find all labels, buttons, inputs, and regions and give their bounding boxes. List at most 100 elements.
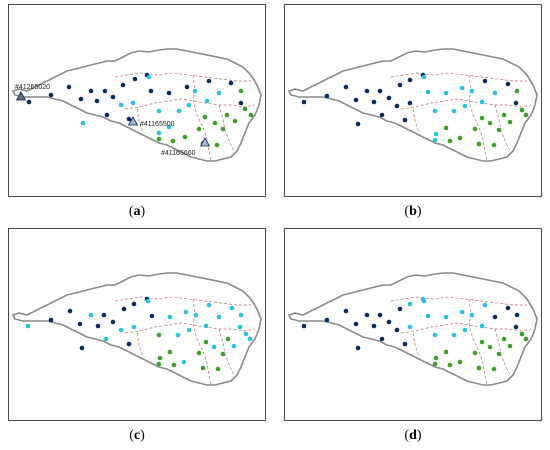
station-point-cluster-3 [457,135,463,141]
station-point-cluster-2 [479,323,485,329]
station-point-cluster-3 [491,142,497,148]
station-point-cluster-3 [157,355,163,361]
station-point-cluster-3 [501,112,507,118]
station-point-cluster-2 [186,327,192,333]
station-point-cluster-2 [216,90,222,96]
station-point-cluster-2 [432,332,438,338]
station-point-cluster-2 [88,312,94,318]
station-point-cluster-2 [183,309,189,315]
station-point-cluster-3 [156,361,162,367]
station-point-cluster-1 [402,341,408,347]
station-point-cluster-1 [379,336,385,342]
station-point-cluster-1 [377,312,383,318]
station-point-cluster-1 [126,341,132,347]
station-point-cluster-2 [462,327,468,333]
station-point-cluster-2 [175,332,181,338]
subbasin-boundary [136,108,144,134]
station-point-cluster-2 [443,90,449,96]
station-point-cluster-1 [364,312,370,318]
subbasin-boundary [114,72,251,82]
station-point-cluster-3 [457,359,463,365]
station-point-cluster-2 [433,131,439,137]
station-point-cluster-2 [443,314,449,320]
caption-a: (a) [128,204,146,219]
map-panel-a: #41265020 #41165500 #41165660 [8,4,266,197]
station-point-cluster-3 [220,351,226,357]
map-panel-d [284,228,542,421]
station-point-cluster-1 [48,317,54,323]
station-point-cluster-3 [519,331,525,337]
station-point-cluster-3 [200,365,206,371]
gauge-triangle-icon [199,137,211,147]
station-point-cluster-1 [166,90,172,96]
station-point-cluster-1 [301,99,307,105]
subbasin-boundary [124,98,256,110]
station-point-cluster-1 [206,78,212,84]
station-point-cluster-3 [182,134,188,140]
station-point-cluster-1 [126,116,132,122]
station-point-cluster-1 [386,95,392,101]
station-point-cluster-1 [343,84,349,90]
station-point-cluster-2 [204,98,210,104]
station-point-cluster-1 [324,317,330,323]
station-point-cluster-3 [156,136,162,142]
station-point-cluster-2 [425,89,431,95]
station-point-cluster-1 [110,94,116,100]
station-point-cluster-3 [220,126,226,132]
station-point-cluster-1 [149,313,155,319]
station-point-cluster-2 [479,99,485,105]
station-point-cluster-1 [379,112,385,118]
station-point-cluster-2 [407,301,413,307]
station-point-cluster-2 [103,336,109,342]
station-point-cluster-3 [487,120,493,126]
subbasin-boundary [412,108,420,134]
station-point-cluster-2 [238,312,244,318]
station-point-cluster-1 [104,112,110,118]
station-point-cluster-1 [407,100,413,106]
gauge-triangle-icon [127,116,139,126]
station-point-cluster-3 [225,336,231,342]
station-point-cluster-1 [514,312,520,318]
station-point-cluster-1 [79,345,85,351]
station-point-cluster-3 [523,336,529,342]
subbasin-boundary [124,322,256,334]
station-point-cluster-2 [229,305,235,311]
subbasin-boundary [390,296,527,306]
subbasin-boundary [136,332,144,358]
station-point-cluster-1 [394,327,400,333]
station-point-cluster-1 [102,88,108,94]
station-point-cluster-1 [505,305,511,311]
basin-map-c [11,272,262,386]
station-point-cluster-1 [513,324,519,330]
station-point-cluster-2 [462,103,468,109]
station-point-cluster-2 [206,302,212,308]
station-point-cluster-2 [451,332,457,338]
station-point-cluster-3 [196,126,202,132]
station-point-cluster-2 [192,88,198,94]
station-point-cluster-1 [353,321,359,327]
station-point-cluster-2 [80,120,86,126]
station-point-cluster-1 [78,96,84,102]
station-point-cluster-1 [77,321,83,327]
station-point-cluster-1 [397,306,403,312]
station-point-cluster-1 [377,88,383,94]
station-point-cluster-3 [232,118,238,124]
basin-map-a: #41265020 #41165500 #41165660 [11,48,262,162]
station-point-cluster-2 [231,343,237,349]
gauge-label: #41265020 [15,84,50,91]
station-point-cluster-1 [48,92,54,98]
station-point-cluster-2 [181,359,187,365]
station-point-cluster-3 [433,355,439,361]
station-point-cluster-2 [176,108,182,114]
map-panel-c [8,228,266,421]
station-point-cluster-1 [371,323,377,329]
station-point-cluster-1 [301,323,307,329]
station-point-cluster-1 [353,97,359,103]
station-point-cluster-3 [248,112,254,118]
station-point-cluster-1 [386,319,392,325]
subbasin-boundary [390,72,527,82]
basin-map-b [287,48,538,162]
station-point-cluster-2 [156,130,162,136]
station-point-cluster-1 [355,121,361,127]
station-point-cluster-1 [67,308,73,314]
